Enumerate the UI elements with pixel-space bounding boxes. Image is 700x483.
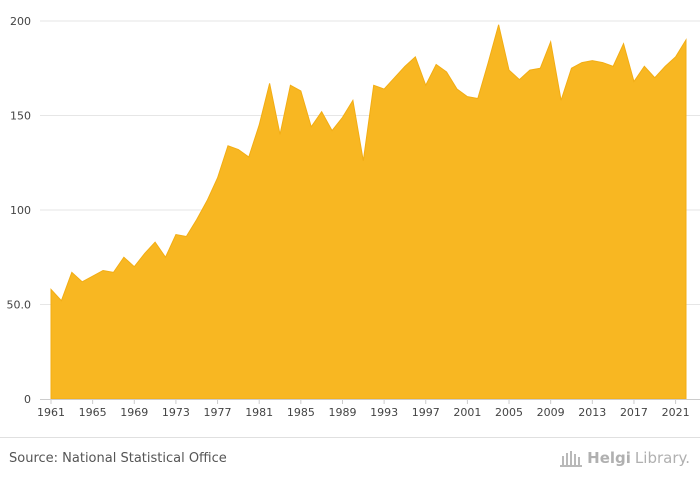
x-tick-label: 2001 (453, 406, 481, 419)
data-point (622, 42, 626, 46)
y-tick-label: 100 (10, 204, 31, 217)
data-point (507, 68, 511, 72)
x-tick-label: 1989 (328, 406, 356, 419)
data-point (268, 81, 272, 85)
data-point (393, 76, 397, 80)
data-point (330, 129, 334, 133)
x-tick-label: 2021 (662, 406, 690, 419)
y-tick-label: 50.0 (7, 299, 32, 312)
data-point (569, 66, 573, 70)
data-point (205, 199, 209, 203)
data-point (549, 40, 553, 44)
data-point (455, 87, 459, 91)
data-point (382, 87, 386, 91)
data-point (642, 64, 646, 68)
data-point (164, 255, 168, 259)
data-point (80, 280, 84, 284)
area-chart: 0 50.0 100 150 200 1961 1965 1969 1973 1977 1981 1… (7, 15, 700, 419)
data-point (538, 66, 542, 70)
data-point (320, 110, 324, 114)
data-point (101, 268, 105, 272)
data-point (351, 98, 355, 102)
x-tick-label: 2005 (495, 406, 523, 419)
x-tick-label: 1993 (370, 406, 398, 419)
x-tick-label: 1985 (287, 406, 315, 419)
data-point (122, 255, 126, 259)
data-point (257, 123, 261, 127)
brand-name-helgi: Helgi (587, 449, 631, 467)
x-tick-label: 2013 (578, 406, 606, 419)
area-series (49, 23, 688, 400)
x-tick-label: 2017 (620, 406, 648, 419)
area-fill (50, 24, 687, 400)
y-tick-label: 150 (10, 110, 31, 123)
y-tick-label: 200 (10, 15, 31, 28)
data-point (70, 270, 74, 274)
data-point (424, 83, 428, 87)
data-point (445, 70, 449, 74)
data-point (528, 68, 532, 72)
data-point (236, 148, 240, 152)
data-point (590, 59, 594, 63)
data-point (49, 287, 53, 291)
data-point (601, 61, 605, 65)
data-point (632, 79, 636, 83)
data-point (195, 217, 199, 221)
y-tick-label: 0 (24, 393, 31, 406)
data-point (184, 234, 188, 238)
data-point (663, 64, 667, 68)
data-point (403, 64, 407, 68)
data-point (247, 155, 251, 159)
data-point (309, 125, 313, 129)
data-point (674, 55, 678, 59)
y-axis-tick-labels: 0 50.0 100 150 200 (7, 15, 32, 406)
data-point (278, 132, 282, 136)
x-tick-label: 1969 (120, 406, 148, 419)
data-point (59, 299, 63, 303)
data-point (684, 38, 688, 42)
axes (40, 399, 700, 404)
x-tick-label: 1981 (245, 406, 273, 419)
data-point (299, 89, 303, 93)
data-point (153, 240, 157, 244)
data-point (143, 251, 147, 255)
x-tick-label: 1977 (204, 406, 232, 419)
data-point (497, 23, 501, 27)
data-point (611, 64, 615, 68)
brand-name-library: Library. (634, 449, 690, 467)
x-tick-label: 2009 (537, 406, 565, 419)
data-point (132, 265, 136, 269)
brand-logo-link[interactable]: Helgi Library. (559, 448, 690, 468)
data-point (517, 78, 521, 82)
data-point (91, 274, 95, 278)
data-point (476, 96, 480, 100)
data-point (111, 270, 115, 274)
library-building-icon (560, 451, 583, 467)
data-point (361, 159, 365, 163)
source-note: Source: National Statistical Office (9, 451, 227, 466)
x-tick-label: 1973 (162, 406, 190, 419)
data-point (465, 95, 469, 99)
chart-footer: Source: National Statistical Office Helg… (0, 437, 700, 483)
x-axis-tick-labels: 1961 1965 1969 1973 1977 1981 1985 1989 1993 1997… (37, 406, 690, 419)
x-tick-label: 1961 (37, 406, 65, 419)
data-point (486, 61, 490, 65)
data-point (653, 76, 657, 80)
data-point (434, 62, 438, 66)
data-point (288, 83, 292, 87)
data-point (413, 55, 417, 59)
data-point (174, 233, 178, 237)
data-point (559, 98, 563, 102)
x-tick-label: 1997 (412, 406, 440, 419)
data-point (216, 176, 220, 180)
x-tick-label: 1965 (79, 406, 107, 419)
data-point (580, 61, 584, 65)
data-point (372, 83, 376, 87)
data-point (340, 115, 344, 119)
data-point (226, 144, 230, 148)
